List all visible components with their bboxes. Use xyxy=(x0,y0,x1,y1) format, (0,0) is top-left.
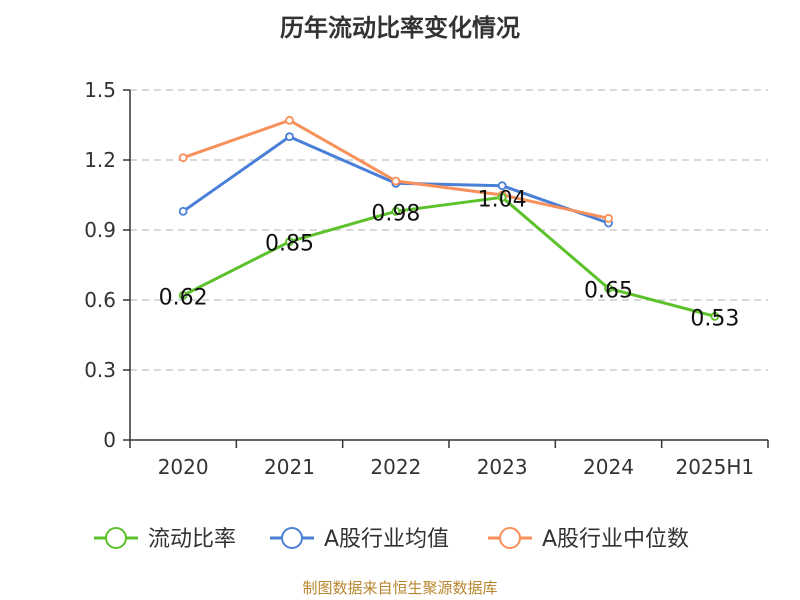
data-point xyxy=(391,176,401,186)
y-tick-label: 0 xyxy=(103,428,116,452)
y-tick-label: 1.5 xyxy=(84,78,116,102)
legend-marker xyxy=(105,527,127,549)
data-point xyxy=(497,181,507,191)
legend-label: A股行业均值 xyxy=(324,527,449,552)
data-point xyxy=(497,192,507,202)
data-point xyxy=(604,283,613,293)
x-tick-label: 2020 xyxy=(158,455,209,479)
x-tick-label: 2021 xyxy=(264,455,315,479)
data-point xyxy=(710,311,720,321)
data-point xyxy=(285,132,294,142)
data-point xyxy=(178,206,188,216)
x-tick-label: 2023 xyxy=(477,455,528,479)
series-line-0 xyxy=(182,195,716,318)
legend-label: A股行业中位数 xyxy=(542,527,689,552)
y-tick-label: 1.2 xyxy=(84,148,116,172)
x-tick-label: 2024 xyxy=(583,455,634,479)
legend-label: 流动比率 xyxy=(148,527,236,552)
legend-marker xyxy=(281,527,303,549)
legend-marker xyxy=(499,527,521,549)
y-tick-label: 0.6 xyxy=(84,288,116,312)
data-label: 0.85 xyxy=(265,232,314,257)
chart-title: 历年流动比率变化情况 xyxy=(280,14,520,42)
data-point xyxy=(285,115,294,125)
data-label: 0.62 xyxy=(159,285,208,310)
x-tick-label: 2025H1 xyxy=(675,455,754,479)
data-label: 0.53 xyxy=(690,306,739,331)
data-point xyxy=(178,290,188,300)
data-point xyxy=(391,206,401,216)
data-source-note: 制图数据来自恒生聚源数据库 xyxy=(302,579,498,597)
y-tick-label: 0.3 xyxy=(84,358,116,382)
data-point xyxy=(604,213,613,223)
data-label: 0.98 xyxy=(371,201,420,226)
data-label: 0.65 xyxy=(584,278,633,303)
data-label: 1.04 xyxy=(478,187,527,212)
y-tick-label: 0.9 xyxy=(84,218,116,242)
data-point xyxy=(178,153,188,163)
x-tick-label: 2022 xyxy=(370,455,421,479)
data-point xyxy=(285,237,294,247)
